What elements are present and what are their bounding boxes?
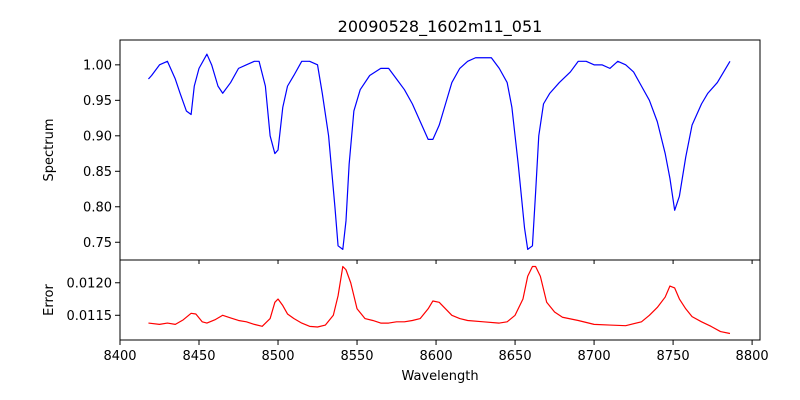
- spectrum-y-tick-label: 0.90: [83, 129, 112, 144]
- x-tick-label: 8700: [578, 349, 611, 364]
- spectrum-y-tick-label: 0.80: [83, 200, 112, 215]
- spectrum-y-tick-label: 0.75: [83, 236, 112, 251]
- error-y-axis-label: Error: [42, 284, 57, 316]
- spectrum-y-tick-label: 1.00: [83, 58, 112, 73]
- spectrum-series-group: [119, 53, 753, 264]
- spectrum-y-ticks: 0.75 0.80 0.85 0.90 0.95 1.00: [83, 58, 120, 251]
- spectrum-series-line: [147, 53, 731, 250]
- x-tick-label: 8600: [420, 349, 453, 364]
- error-y-ticks: 0.0115 0.0120: [67, 276, 120, 324]
- error-series-line: [148, 265, 731, 335]
- x-tick-label: 8450: [182, 349, 215, 364]
- error-y-tick-label: 0.0115: [67, 309, 113, 324]
- error-axes-frame: [119, 259, 761, 341]
- x-tick-label: 8550: [340, 349, 373, 364]
- x-tick-label: 8750: [657, 349, 690, 364]
- chart-title: 20090528_1602m11_051: [338, 17, 543, 37]
- x-axis-label: Wavelength: [401, 369, 478, 384]
- error-series-group: [148, 265, 731, 335]
- spectrum-y-tick-label: 0.95: [83, 94, 112, 109]
- error-x-ticks: 8400 8450 8500 8550 8600 8650 8700 8750 8800: [103, 340, 769, 364]
- x-tick-label: 8500: [261, 349, 294, 364]
- spectrum-y-axis-label: Spectrum: [42, 119, 57, 182]
- spectrum-y-tick-label: 0.85: [83, 165, 112, 180]
- error-y-tick-label: 0.0120: [67, 276, 113, 291]
- x-tick-label: 8400: [103, 349, 136, 364]
- x-tick-label: 8800: [736, 349, 769, 364]
- error-panel: 0.0115 0.0120 8400 8450 8500 8550 8600 8650 870…: [42, 259, 769, 384]
- x-tick-label: 8650: [499, 349, 532, 364]
